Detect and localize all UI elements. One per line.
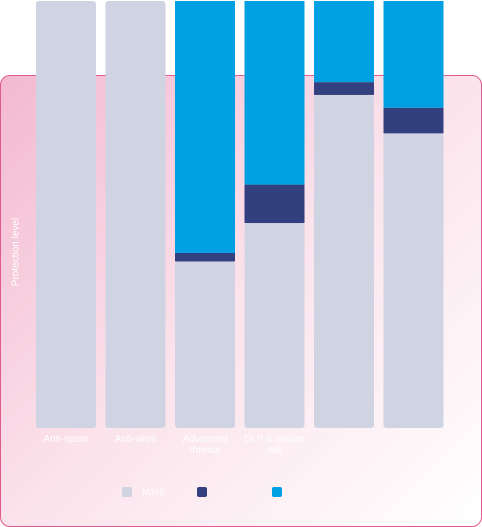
legend-swatch bbox=[197, 487, 207, 497]
bar-segment bbox=[314, 82, 374, 95]
bar-segment bbox=[175, 261, 235, 428]
bar-segment bbox=[383, 133, 444, 428]
legend-swatch bbox=[272, 487, 282, 497]
legend-label: M365 bbox=[142, 487, 165, 497]
legend-swatch bbox=[122, 487, 132, 497]
bar-segment bbox=[314, 1, 374, 83]
bar-segment bbox=[36, 1, 96, 428]
bar-segment bbox=[244, 223, 305, 428]
bar-segment bbox=[314, 94, 374, 428]
bar-segment bbox=[244, 184, 305, 224]
bar-segment bbox=[383, 107, 444, 134]
x-tick-label: DLP & insider risk bbox=[244, 434, 305, 456]
x-tick-label: Advanced threats bbox=[182, 434, 228, 456]
bar-segment bbox=[175, 252, 235, 262]
bar-segment bbox=[244, 1, 305, 185]
bar-segment bbox=[175, 1, 235, 253]
x-tick-label: Anti-spam bbox=[43, 434, 89, 445]
x-tick-label: Anti-virus bbox=[114, 434, 157, 445]
bar-segment bbox=[383, 1, 444, 108]
bar-segment bbox=[105, 1, 166, 428]
